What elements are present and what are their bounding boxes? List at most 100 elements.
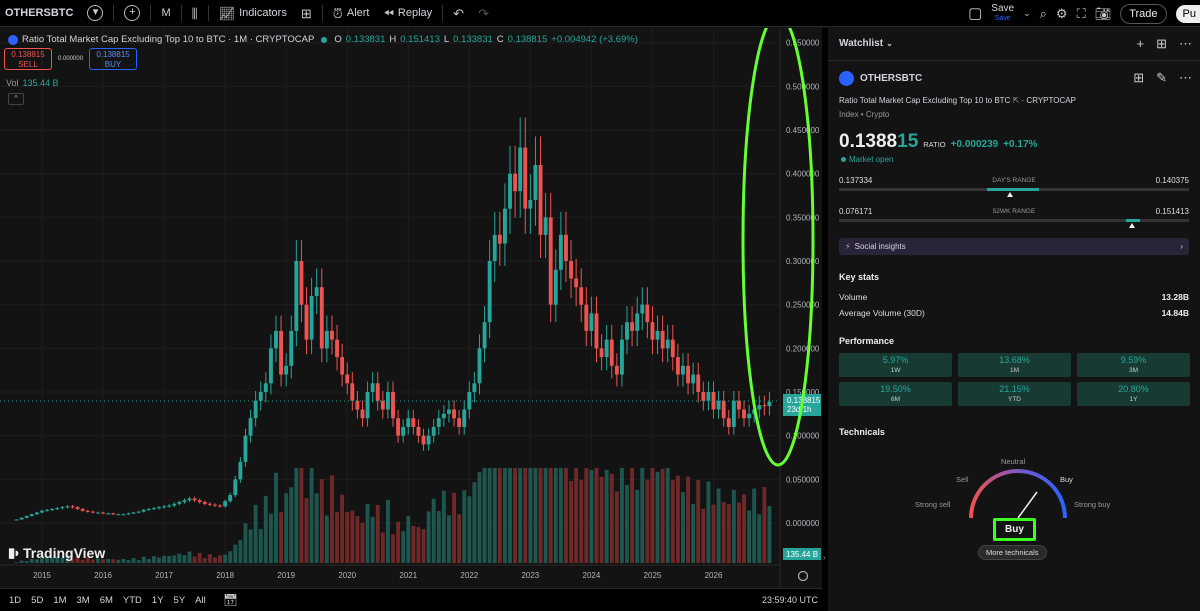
volume-bar <box>146 558 151 563</box>
candle-body <box>436 418 441 427</box>
interval-label: M <box>161 7 171 19</box>
social-insights-button[interactable]: ⚡︎ Social insights › <box>839 238 1189 255</box>
range-5y[interactable]: 5Y <box>173 594 186 606</box>
indicators-button[interactable]: 📈︎ Indicators <box>212 0 294 27</box>
volume-bar <box>70 558 75 563</box>
price-unit: RATIO <box>923 140 946 149</box>
candle-body <box>218 505 222 507</box>
sell-button[interactable]: 0.138815 SELL <box>4 48 52 70</box>
volume-bar <box>14 562 19 563</box>
volume-bar <box>604 469 609 563</box>
symbol-search[interactable]: OTHERSBTC <box>0 0 80 27</box>
trade-buttons: 0.138815 SELL 0.000000 0.138815 BUY <box>4 48 138 70</box>
range-6m[interactable]: 6M <box>99 594 113 606</box>
redo-button[interactable]: ↷ <box>471 0 496 27</box>
candle-body <box>345 374 350 384</box>
perf-period: 3M <box>1128 367 1139 374</box>
candle-body <box>65 506 70 508</box>
external-link-icon[interactable]: ⇱ <box>1012 96 1020 105</box>
volume-bar <box>60 557 65 563</box>
candle-body <box>553 269 558 305</box>
utc-clock[interactable]: 23:59:40 UTC <box>761 595 818 605</box>
price-chart[interactable]: 0.5500000.5000000.4500000.4000000.350000… <box>0 28 822 588</box>
grid-icon[interactable]: ⊞ <box>1133 70 1145 85</box>
range-ytd[interactable]: YTD <box>122 594 142 606</box>
range-all[interactable]: All <box>195 594 206 606</box>
perf-cell-6m[interactable]: 19.50% 6M <box>839 382 952 406</box>
volume-bar <box>360 522 365 563</box>
price-tick-label: 0.000000 <box>786 519 820 528</box>
fullscreen-icon[interactable]: ⛶ <box>1076 6 1086 21</box>
volume-bar <box>635 489 640 563</box>
volume-bar <box>375 505 380 563</box>
chevron-down-icon[interactable]: ⌄ <box>1023 8 1031 18</box>
buy-price: 0.138815 <box>96 50 130 59</box>
performance-heading: Performance <box>839 336 895 346</box>
volume-bar <box>335 511 339 563</box>
price-change-percent: +0.17% <box>1003 139 1038 150</box>
volume-bar <box>431 498 436 563</box>
interval-button[interactable]: M <box>154 0 177 27</box>
panel-collapse-icon[interactable]: › <box>823 553 826 562</box>
volume-bar <box>599 476 604 563</box>
volume-bar <box>436 511 441 563</box>
details-symbol[interactable]: OTHERSBTC <box>839 71 922 86</box>
chart-pane[interactable]: 0.550000 0.500000 0.450000 0.400000 0.350000… <box>0 28 822 588</box>
volume-bar <box>548 468 553 563</box>
add-symbol-button[interactable]: + <box>117 0 147 27</box>
candle-body <box>538 164 543 235</box>
volume-bar <box>594 468 599 563</box>
close-label: C <box>496 34 504 45</box>
add-symbol-icon[interactable]: + <box>1136 36 1145 51</box>
chart-type-button[interactable]: ⫼ <box>185 0 205 27</box>
open-value: 0.133831 <box>345 34 386 45</box>
save-button[interactable]: Save Save <box>991 3 1014 24</box>
compare-button[interactable]: ▾ <box>80 0 110 27</box>
range-1m[interactable]: 1M <box>53 594 67 606</box>
price-change: +0.000239 <box>950 139 999 150</box>
advanced-view-icon[interactable]: ⊞ <box>1156 36 1167 51</box>
edit-icon[interactable]: ✎ <box>1156 70 1167 85</box>
more-icon[interactable]: ⋯ <box>1179 36 1192 51</box>
range-1y[interactable]: 1Y <box>151 594 164 606</box>
time-tick-label: 2025 <box>644 571 662 580</box>
volume-bar <box>726 503 731 563</box>
range-3m[interactable]: 3M <box>76 594 90 606</box>
undo-button[interactable]: ↶ <box>446 0 471 27</box>
axis-settings-icon[interactable] <box>797 570 809 582</box>
perf-cell-3m[interactable]: 9.59% 3M <box>1077 353 1190 377</box>
range-1d[interactable]: 1D <box>9 594 22 606</box>
candle-body <box>635 313 640 331</box>
perf-cell-1y[interactable]: 20.80% 1Y <box>1077 382 1190 406</box>
price-tick-label: 0.250000 <box>786 301 820 310</box>
replay-button[interactable]: ⏪︎ Replay <box>377 0 440 27</box>
quick-search-icon[interactable]: ⌕ <box>1039 6 1047 21</box>
perf-cell-1w[interactable]: 5.97% 1W <box>839 353 952 377</box>
gear-icon[interactable]: ⚙ <box>1055 6 1068 21</box>
layout-icon[interactable]: ▢ <box>968 5 983 22</box>
candle-body <box>431 426 436 436</box>
volume-bar <box>101 559 105 563</box>
candle-body <box>172 503 177 506</box>
templates-button[interactable]: ⊞ <box>294 0 319 27</box>
publish-button[interactable]: Pu <box>1175 4 1200 23</box>
wk-range-track <box>839 219 1189 222</box>
volume-bar <box>274 472 278 563</box>
alert-button[interactable]: ⏰︎ Alert <box>326 0 377 27</box>
perf-cell-1m[interactable]: 13.68% 1M <box>958 353 1071 377</box>
watchlist-dropdown[interactable]: Watchlist ⌄ <box>839 38 893 49</box>
close-value: 0.138815 <box>507 34 548 45</box>
calendar-range-icon[interactable]: 📅︎ <box>222 592 238 607</box>
undo-icon: ↶ <box>453 5 465 21</box>
collapse-legend-button[interactable]: ^ <box>8 93 24 105</box>
more-icon[interactable]: ⋯ <box>1179 70 1192 85</box>
candle-body <box>40 510 44 513</box>
perf-cell-ytd[interactable]: 21.15% YTD <box>958 382 1071 406</box>
wk-low: 0.076171 <box>839 207 873 216</box>
pane-divider[interactable] <box>822 28 828 611</box>
buy-button[interactable]: 0.138815 BUY <box>89 48 138 70</box>
more-technicals-button[interactable]: More technicals <box>978 545 1047 560</box>
camera-icon[interactable]: 📷︎ <box>1094 6 1112 21</box>
trade-button[interactable]: Trade <box>1120 3 1167 24</box>
range-5d[interactable]: 5D <box>31 594 44 606</box>
